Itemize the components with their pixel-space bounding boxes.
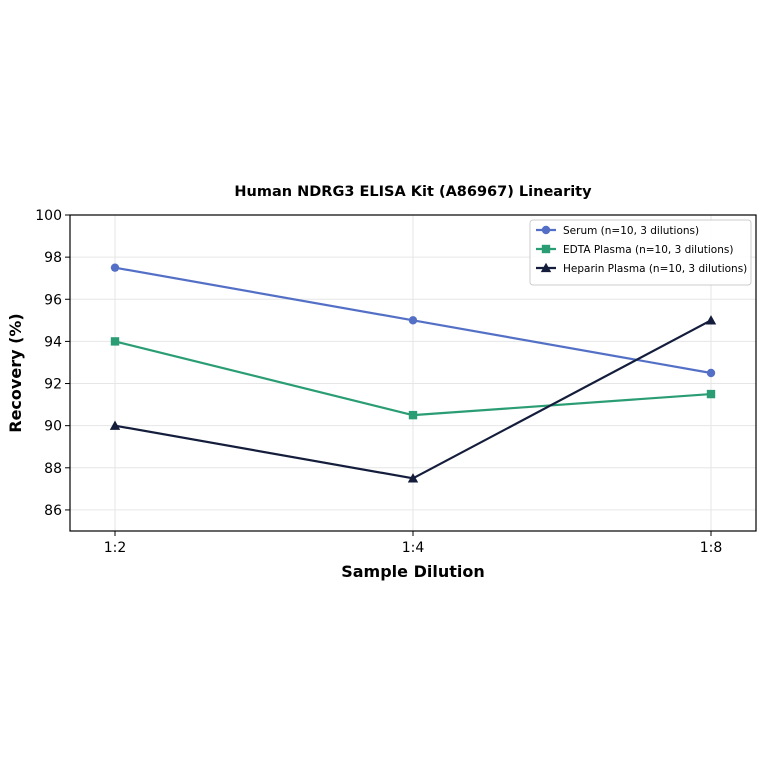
y-axis: 86 88 90 92 94 96 98 100 (35, 208, 70, 519)
legend-item: EDTA Plasma (n=10, 3 dilutions) (536, 244, 733, 256)
legend-marker (541, 244, 551, 254)
y-tick-label: 92 (44, 377, 62, 393)
y-tick-label: 88 (44, 461, 62, 477)
legend-label: Heparin Plasma (n=10, 3 dilutions) (563, 263, 747, 275)
y-axis-label: Recovery (%) (6, 313, 25, 432)
data-point (109, 420, 121, 430)
x-tick-label: 1:2 (104, 540, 127, 556)
y-tick-label: 98 (44, 250, 62, 266)
series-1 (110, 263, 716, 378)
legend-marker (541, 225, 551, 235)
legend-label: EDTA Plasma (n=10, 3 dilutions) (563, 244, 733, 256)
series-layer (109, 263, 717, 483)
chart-title: Human NDRG3 ELISA Kit (A86967) Linearity (234, 184, 592, 200)
y-tick-label: 100 (35, 208, 62, 224)
x-axis-label: Sample Dilution (341, 562, 485, 581)
y-tick-label: 94 (44, 334, 62, 350)
data-point (408, 316, 418, 325)
series-2 (110, 337, 716, 420)
legend-item: Heparin Plasma (n=10, 3 dilutions) (536, 262, 747, 275)
y-tick-label: 90 (44, 419, 62, 435)
legend: Serum (n=10, 3 dilutions) EDTA Plasma (n=… (529, 219, 752, 286)
data-point (408, 410, 418, 420)
data-point (706, 389, 716, 399)
y-tick-label: 96 (44, 292, 62, 308)
x-tick-label: 1:8 (700, 540, 723, 556)
legend-label: Serum (n=10, 3 dilutions) (563, 225, 699, 237)
legend-item: Serum (n=10, 3 dilutions) (536, 225, 699, 237)
y-tick-label: 86 (44, 503, 62, 519)
data-point (110, 337, 120, 346)
data-point (110, 263, 120, 272)
x-axis: 1:2 1:4 1:8 (104, 531, 723, 556)
data-point (706, 368, 716, 378)
legend-box (529, 219, 752, 286)
x-tick-label: 1:4 (402, 540, 425, 556)
data-point (407, 473, 419, 483)
series-3 (109, 315, 717, 483)
legend-marker (540, 262, 552, 273)
data-point (705, 315, 717, 325)
